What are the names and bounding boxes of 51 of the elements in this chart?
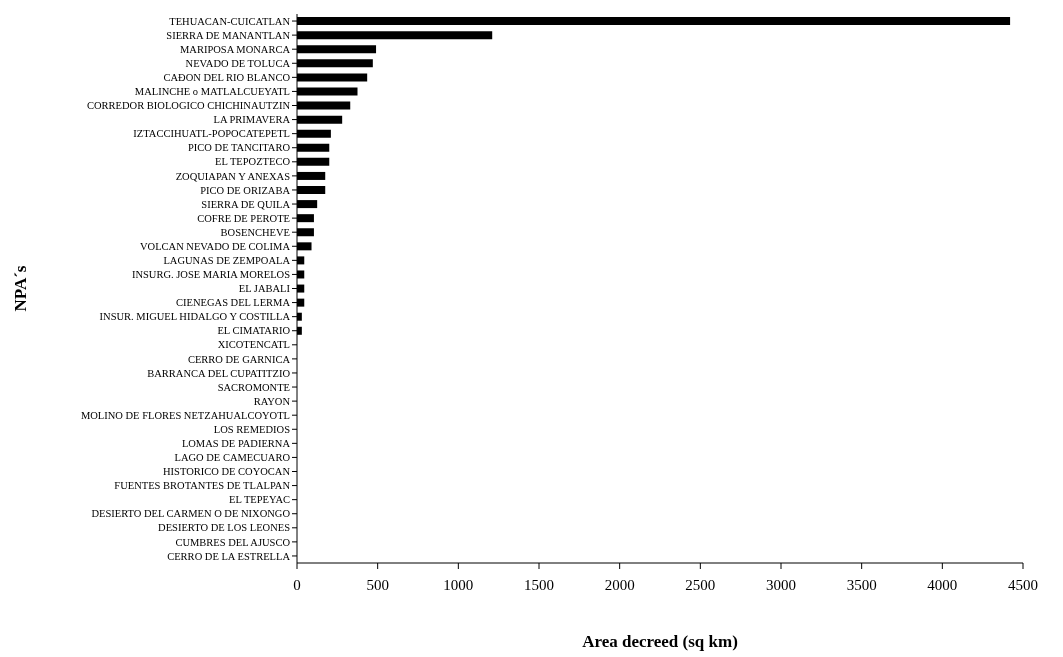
x-tick-label: 500 (366, 576, 389, 593)
y-tick-label: BOSENCHEVE (220, 226, 290, 238)
y-tick-label: CIENEGAS DEL LERMA (176, 297, 291, 309)
x-tick-label: 2000 (604, 576, 635, 593)
y-tick-label: LOMAS DE PADIERNA (181, 438, 291, 450)
y-tick-label: SIERRA DE MANANTLAN (166, 29, 291, 41)
y-tick-label: HISTORICO DE COYOCAN (163, 466, 291, 478)
y-tick-label: NEVADO DE TOLUCA (185, 57, 291, 69)
y-tick-label: LAGUNAS DE ZEMPOALA (163, 255, 291, 267)
y-tick-label: VOLCAN NEVADO DE COLIMA (139, 240, 291, 252)
x-tick-label: 1500 (524, 576, 554, 593)
y-tick-label: INSURG. JOSE MARIA MORELOS (131, 269, 291, 281)
y-tick-label: EL TEPEYAC (229, 494, 290, 506)
y-tick-label: PICO DE TANCITARO (188, 142, 291, 154)
y-tick-label: EL JABALI (238, 283, 291, 295)
y-tick-label: TEHUACAN-CUICATLAN (169, 15, 291, 27)
y-tick-label: INSUR. MIGUEL HIDALGO Y COSTILLA (99, 311, 291, 323)
x-tick-label: 1000 (443, 576, 474, 593)
y-tick-label: SIERRA DE QUILA (201, 198, 291, 210)
y-tick-label: MOLINO DE FLORES NETZAHUALCOYOTL (80, 409, 290, 421)
y-tick-label: COFRE DE PEROTE (197, 212, 290, 224)
y-tick-label: CAÐON DEL RIO BLANCO (163, 72, 291, 84)
y-tick-label: IZTACCIHUATL-POPOCATEPETL (133, 128, 290, 140)
y-tick-label: CORREDOR BIOLOGICO CHICHINAUTZIN (87, 100, 291, 112)
y-tick-label: ZOQUIAPAN Y ANEXAS (175, 170, 291, 182)
y-tick-label: CUMBRES DEL AJUSCO (175, 536, 291, 548)
x-tick-label: 0 (293, 576, 301, 593)
y-tick-label: FUENTES BROTANTES DE TLALPAN (114, 480, 291, 492)
y-tick-label: LOS REMEDIOS (213, 423, 291, 435)
y-tick-label: MALINCHE o MATLALCUEYATL (134, 86, 290, 98)
y-tick-label: CERRO DE LA ESTRELLA (167, 550, 291, 562)
y-tick-label: LAGO DE CAMECUARO (174, 452, 291, 464)
x-tick-label: 3500 (846, 576, 877, 593)
y-tick-label: DESIERTO DEL CARMEN O DE NIXONGO (91, 508, 291, 520)
x-tick-label: 3000 (766, 576, 796, 593)
y-tick-label: PICO DE ORIZABA (200, 184, 291, 196)
y-axis-title: NPA´s (11, 265, 31, 312)
x-tick-label: 4000 (927, 576, 958, 593)
y-tick-label: LA PRIMAVERA (213, 114, 291, 126)
y-tick-label: XICOTENCATL (217, 339, 290, 351)
y-tick-label: SACROMONTE (217, 381, 290, 393)
y-tick-label: MARIPOSA MONARCA (180, 43, 291, 55)
y-tick-label: RAYON (253, 395, 291, 407)
y-tick-label: EL CIMATARIO (217, 325, 291, 337)
x-tick-label: 2500 (685, 576, 716, 593)
x-axis-title: Area decreed (sq km) (582, 632, 738, 651)
y-tick-label: CERRO DE GARNICA (187, 353, 291, 365)
y-tick-label: BARRANCA DEL CUPATITZIO (147, 367, 291, 379)
x-tick-label: 4500 (1008, 576, 1038, 593)
y-tick-label: DESIERTO DE LOS LEONES (158, 522, 291, 534)
y-tick-label: EL TEPOZTECO (215, 156, 291, 168)
